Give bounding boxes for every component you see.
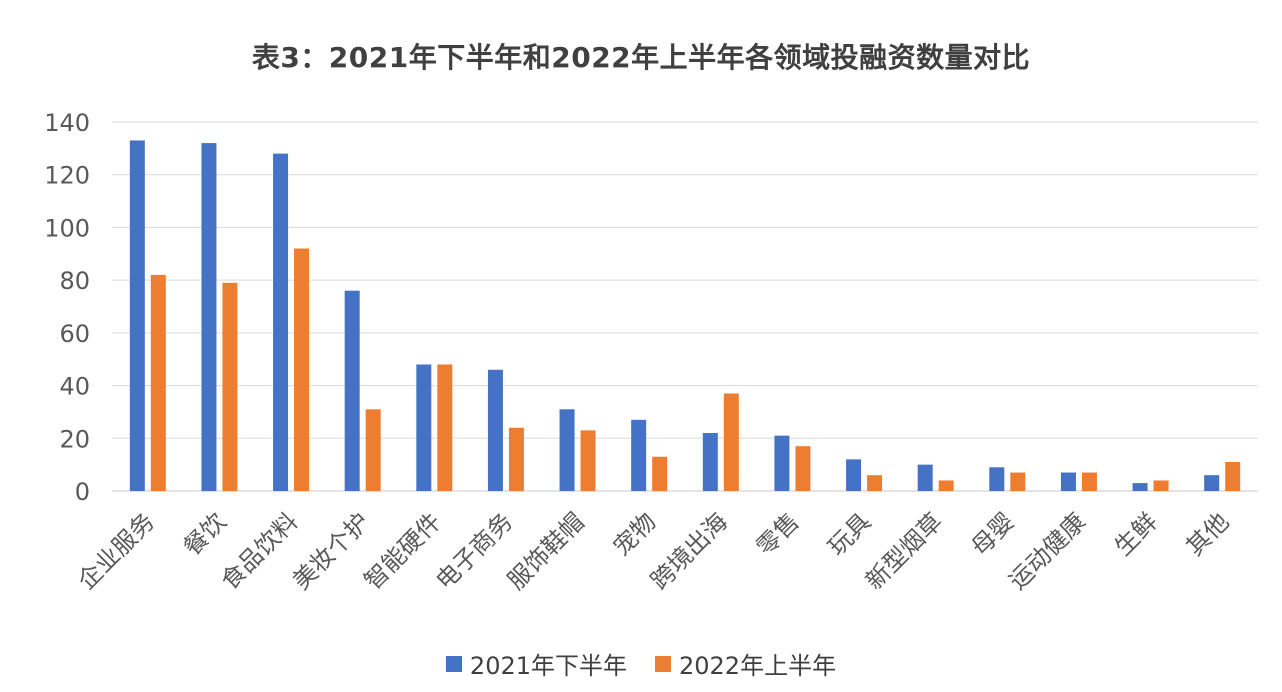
x-tick-label: 其他: [1181, 507, 1235, 561]
bar-series-2: [222, 282, 238, 491]
legend-swatch-series-2: [655, 655, 671, 672]
bar-series-1: [1204, 475, 1220, 491]
bar-series-2: [580, 430, 596, 491]
bar-series-1: [702, 433, 718, 491]
y-tick-label: 40: [59, 373, 90, 401]
bar-series-1: [129, 140, 145, 491]
x-tick-label: 运动健康: [1003, 507, 1091, 595]
y-tick-label: 100: [44, 214, 90, 242]
x-tick-label: 食品饮料: [216, 507, 304, 595]
y-tick-label: 0: [75, 478, 90, 506]
bar-series-2: [1081, 472, 1097, 491]
x-tick-label: 玩具: [823, 507, 877, 561]
bar-series-2: [294, 248, 310, 491]
legend-item-series-1: 2021年下半年: [445, 646, 627, 681]
y-tick-label: 120: [44, 162, 90, 190]
chart-title: 表3：2021年下半年和2022年上半年各领域投融资数量对比: [251, 41, 1031, 74]
bar-series-2: [795, 446, 811, 491]
bar-series-1: [559, 409, 575, 491]
bar-series-1: [1132, 483, 1148, 491]
x-tick-label: 生鲜: [1109, 507, 1163, 561]
x-tick-label: 母婴: [966, 507, 1020, 561]
bar-series-2: [365, 409, 381, 491]
x-tick-label: 宠物: [608, 507, 662, 561]
x-tick-label: 智能硬件: [359, 507, 447, 595]
y-tick-label: 140: [44, 109, 90, 137]
x-tick-label: 跨境出海: [645, 507, 733, 595]
bar-series-1: [1060, 472, 1076, 491]
bar-series-2: [1153, 480, 1169, 491]
y-tick-label: 20: [59, 425, 90, 453]
bar-series-2: [437, 364, 453, 491]
x-tick-label: 服饰鞋帽: [502, 507, 590, 595]
x-tick-label: 餐饮: [178, 507, 232, 561]
x-tick-label: 电子商务: [430, 507, 518, 595]
bar-series-2: [150, 274, 166, 491]
bar-series-1: [416, 364, 432, 491]
legend-swatch-series-1: [445, 655, 462, 672]
bar-series-2: [938, 480, 954, 491]
bar-series-2: [652, 456, 668, 491]
bar-series-2: [508, 427, 524, 491]
bar-series-1: [273, 153, 289, 491]
bar-series-1: [774, 435, 790, 491]
bar-series-1: [631, 419, 647, 491]
y-tick-label: 80: [59, 267, 90, 295]
bar-series-2: [867, 475, 883, 491]
legend-label-series-2: 2022年上半年: [679, 652, 837, 680]
bar-series-1: [917, 464, 933, 491]
bar-series-1: [487, 369, 503, 491]
chart-legend: 2021年下半年 2022年上半年: [0, 646, 1282, 681]
bar-series-1: [989, 467, 1005, 491]
x-tick-label: 新型烟草: [860, 507, 948, 595]
bar-series-1: [846, 459, 862, 491]
bar-series-2: [723, 393, 739, 491]
x-tick-label: 美妆个护: [287, 507, 375, 595]
bar-series-1: [344, 290, 360, 491]
bar-series-2: [1010, 472, 1026, 491]
y-tick-label: 60: [59, 320, 90, 348]
legend-label-series-1: 2021年下半年: [469, 652, 627, 680]
x-tick-label: 企业服务: [72, 507, 160, 595]
bar-series-2: [1225, 462, 1241, 491]
bar-series-1: [201, 143, 217, 492]
legend-item-series-2: 2022年上半年: [655, 646, 836, 681]
x-tick-label: 零售: [751, 507, 805, 561]
